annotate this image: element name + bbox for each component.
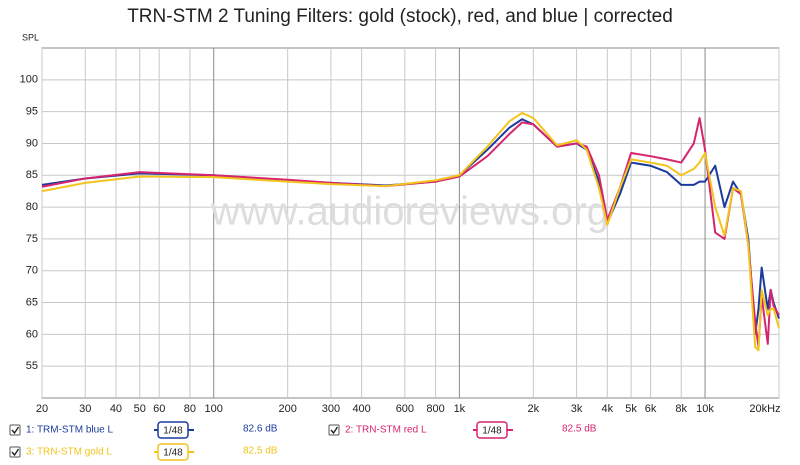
- x-tick-label: 800: [426, 403, 444, 415]
- x-tick-label: 50: [134, 403, 146, 415]
- y-tick-label: 100: [20, 74, 38, 86]
- x-tick-label: 4k: [601, 403, 613, 415]
- smoothing-label: 1/48: [163, 448, 183, 459]
- smoothing-label: 1/48: [163, 426, 183, 437]
- y-tick-label: 80: [26, 201, 38, 213]
- y-tick-label: 90: [26, 137, 38, 149]
- chart-title: TRN-STM 2 Tuning Filters: gold (stock), …: [127, 6, 673, 27]
- legend-label: 2: TRN-STM red L: [345, 425, 427, 436]
- y-tick-label: 60: [26, 328, 38, 340]
- x-tick-label: 400: [352, 403, 370, 415]
- y-tick-label: 75: [26, 233, 38, 245]
- x-tick-label: 20: [36, 403, 48, 415]
- y-tick-label: 85: [26, 169, 38, 181]
- x-tick-label: 30: [79, 403, 91, 415]
- y-tick-label: 95: [26, 106, 38, 118]
- level-label: 82.5 dB: [243, 446, 278, 457]
- watermark: www.audioreviews.org: [210, 190, 609, 234]
- x-tick-label: 10k: [696, 403, 714, 415]
- legend-label: 3: TRN-STM gold L: [26, 447, 112, 458]
- level-label: 82.6 dB: [243, 424, 278, 435]
- x-tick-label: 40: [110, 403, 122, 415]
- checkmark: [11, 426, 20, 435]
- smoothing-label: 1/48: [482, 426, 502, 437]
- checkmark: [330, 426, 339, 435]
- x-tick-label: 8k: [675, 403, 687, 415]
- x-tick-label: 60: [153, 403, 165, 415]
- level-label: 82.5 dB: [562, 424, 597, 435]
- y-axis-label: SPL: [22, 32, 39, 42]
- legend-label: 1: TRM-STM blue L: [26, 425, 113, 436]
- x-tick-label: 20kHz: [749, 403, 780, 415]
- x-tick-label: 5k: [625, 403, 637, 415]
- series-line: [41, 111, 780, 352]
- smoothing-box[interactable]: [157, 443, 189, 461]
- x-tick-label: 80: [184, 403, 196, 415]
- lines: [41, 111, 780, 352]
- x-tick-label: 300: [322, 403, 340, 415]
- plot-area: [41, 47, 780, 399]
- x-tick-label: 200: [278, 403, 296, 415]
- checkmark: [11, 448, 20, 457]
- x-tick-label: 600: [396, 403, 414, 415]
- smoothing-box[interactable]: [476, 421, 508, 439]
- x-tick-label: 6k: [645, 403, 657, 415]
- x-tick-label: 3k: [571, 403, 583, 415]
- y-tick-label: 65: [26, 296, 38, 308]
- x-tick-label: 2k: [528, 403, 540, 415]
- legend: 1: TRM-STM blue L 1/48 82.6 dB 2: TRN-STM r…: [9, 421, 597, 461]
- x-tick-label: 100: [205, 403, 223, 415]
- y-tick-label: 55: [26, 360, 38, 372]
- x-tick-label: 1k: [454, 403, 466, 415]
- smoothing-box[interactable]: [157, 421, 189, 439]
- y-tick-label: 70: [26, 265, 38, 277]
- grid: [41, 48, 780, 398]
